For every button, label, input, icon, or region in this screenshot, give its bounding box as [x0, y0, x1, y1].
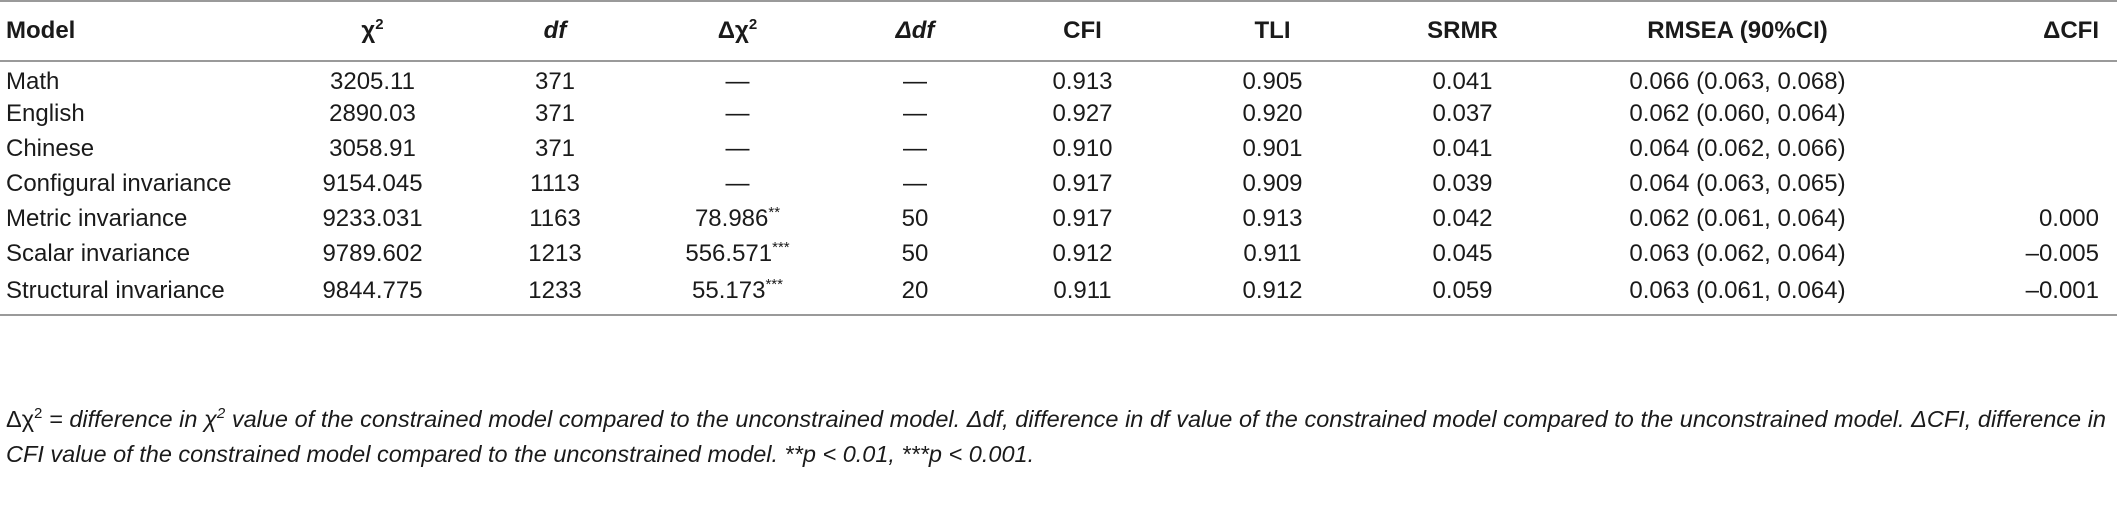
table-row: Math 3205.11 371 — — 0.913 0.905 0.041 0…: [0, 61, 2117, 96]
cell-srmr: 0.045: [1432, 239, 1493, 267]
header-rmsea: RMSEA (90%CI): [1560, 0, 1915, 62]
cell-delta-cfi: [1915, 166, 2117, 201]
cell-delta-chi-square: 55.173***: [630, 271, 845, 316]
cell-chi-square: 9154.045: [322, 169, 423, 197]
cell-chi-square: 9233.031: [322, 204, 423, 232]
header-cfi: CFI: [985, 0, 1180, 62]
cell-chi-square: 2890.03: [329, 99, 416, 127]
cell-df: 1163: [529, 204, 581, 232]
cell-chi-square: 9844.775: [265, 271, 480, 316]
cell-delta-cfi: –0.001: [1915, 271, 2117, 316]
cell-chi-square: 3205.11: [330, 68, 415, 95]
cell-tli: 0.911: [1243, 239, 1302, 267]
results-table-container: Model χ2 df Δχ2 Δdf CFI TLI SRMR RMSEA (…: [0, 0, 2117, 316]
cell-tli: 0.912: [1180, 271, 1365, 316]
cell-delta-df: —: [903, 99, 927, 127]
cell-tli: 0.913: [1242, 204, 1303, 232]
cell-cfi: 0.913: [1052, 68, 1113, 95]
cell-rmsea: 0.063 (0.061, 0.064): [1560, 271, 1915, 316]
header-model: Model: [0, 0, 265, 62]
cell-delta-df: —: [903, 169, 927, 197]
cell-cfi: 0.911: [985, 271, 1180, 316]
cell-rmsea: 0.066 (0.063, 0.068): [1629, 68, 1846, 95]
cell-chi-square: 9789.602: [322, 239, 423, 267]
cell-chi-square: 3058.91: [329, 134, 416, 162]
table-row: Configural invariance 9154.045 1113 — — …: [0, 166, 2117, 201]
cell-model: Configural invariance: [6, 169, 232, 197]
cell-tli: 0.905: [1242, 68, 1303, 95]
cell-df: 1213: [528, 239, 582, 267]
cell-srmr: 0.041: [1432, 68, 1493, 95]
table-footnote: Δχ2 = difference in χ2 value of the cons…: [6, 405, 2106, 467]
table-row: Metric invariance 9233.031 1163 78.986**…: [0, 201, 2117, 236]
cell-delta-df: —: [903, 68, 927, 95]
table-row: Structural invariance 9844.775 1233 55.1…: [0, 271, 2117, 316]
header-srmr: SRMR: [1365, 0, 1560, 62]
cell-model: Structural invariance: [0, 271, 265, 316]
cell-cfi: 0.910: [1052, 134, 1113, 162]
header-delta-chi-square: Δχ2: [630, 0, 845, 62]
cell-srmr: 0.042: [1432, 204, 1493, 232]
cell-cfi: 0.917: [1052, 169, 1113, 197]
cell-delta-df: 50: [901, 239, 929, 267]
cell-tli: 0.901: [1242, 134, 1303, 162]
cell-rmsea: 0.064 (0.063, 0.065): [1629, 169, 1846, 197]
table-row: Scalar invariance 9789.602 1213 556.571*…: [0, 236, 2117, 271]
cell-cfi: 0.912: [1052, 239, 1113, 267]
table-header-row: Model χ2 df Δχ2 Δdf CFI TLI SRMR RMSEA (…: [0, 0, 2117, 62]
cell-model: Scalar invariance: [6, 239, 191, 267]
cell-rmsea: 0.062 (0.061, 0.064): [1629, 204, 1846, 232]
cell-delta-cfi: [1915, 96, 2117, 131]
cell-rmsea: 0.064 (0.062, 0.066): [1629, 134, 1846, 162]
header-delta-df: Δdf: [845, 0, 985, 62]
cell-delta-chi-square: —: [725, 134, 750, 162]
cell-delta-chi-square: —: [725, 99, 750, 127]
cell-tli: 0.909: [1242, 169, 1303, 197]
cell-model: Math: [6, 68, 60, 95]
cell-delta-cfi: [1915, 131, 2117, 166]
cell-model: English: [6, 99, 85, 127]
table-row: Chinese 3058.91 371 — — 0.910 0.901 0.04…: [0, 131, 2117, 166]
table-row: English 2890.03 371 — — 0.927 0.920 0.03…: [0, 96, 2117, 131]
cell-df: 1233: [480, 271, 630, 316]
cell-delta-cfi: –0.005: [2025, 239, 2099, 267]
cell-delta-df: —: [903, 134, 927, 162]
cell-df: 1113: [530, 169, 580, 197]
cell-delta-chi-square: —: [725, 169, 750, 197]
cell-delta-cfi: 0.000: [2038, 204, 2099, 232]
cell-rmsea: 0.063 (0.062, 0.064): [1629, 239, 1846, 267]
cell-srmr: 0.041: [1432, 134, 1493, 162]
cell-srmr: 0.059: [1365, 271, 1560, 316]
cell-df: 371: [534, 99, 576, 127]
header-tli: TLI: [1180, 0, 1365, 62]
cell-delta-chi-square: 556.571***: [685, 238, 790, 267]
header-chi-square: χ2: [265, 0, 480, 62]
cell-cfi: 0.927: [1052, 99, 1113, 127]
cell-rmsea: 0.062 (0.060, 0.064): [1629, 99, 1846, 127]
header-delta-cfi: ΔCFI: [1915, 0, 2117, 62]
cell-srmr: 0.037: [1432, 99, 1493, 127]
cell-df: 371: [534, 68, 576, 95]
cell-delta-df: 50: [901, 204, 929, 232]
cell-delta-df: 20: [845, 271, 985, 316]
cell-cfi: 0.917: [1052, 204, 1113, 232]
cell-model: Chinese: [6, 134, 95, 162]
cell-srmr: 0.039: [1432, 169, 1493, 197]
cell-model: Metric invariance: [6, 204, 188, 232]
cell-delta-chi-square: 78.986**: [694, 203, 781, 232]
cell-tli: 0.920: [1242, 99, 1303, 127]
cell-delta-cfi: [1915, 61, 2117, 96]
header-df: df: [480, 0, 630, 62]
cell-df: 371: [534, 134, 576, 162]
fit-indices-table: Model χ2 df Δχ2 Δdf CFI TLI SRMR RMSEA (…: [0, 0, 2117, 316]
cell-delta-chi-square: —: [725, 68, 750, 95]
